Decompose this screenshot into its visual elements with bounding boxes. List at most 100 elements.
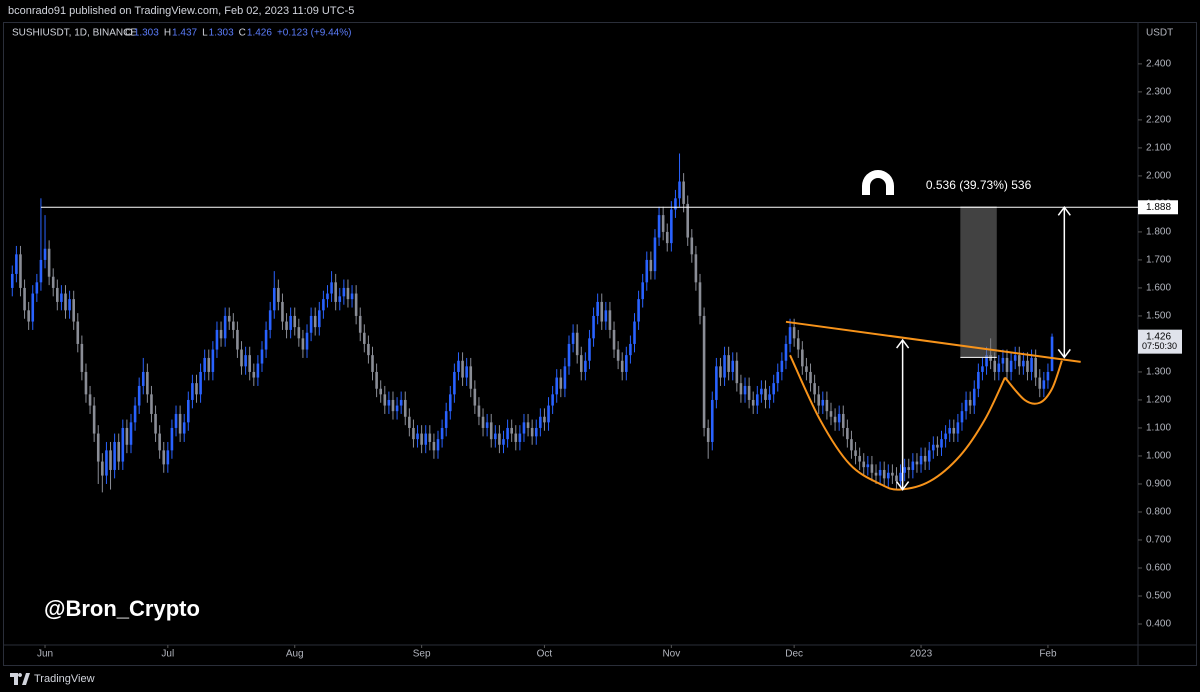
candle-body bbox=[383, 394, 387, 406]
candle-body bbox=[481, 416, 485, 428]
candle-body bbox=[268, 310, 272, 330]
candle-body bbox=[743, 385, 747, 395]
candle-body bbox=[354, 293, 358, 316]
candle-body bbox=[301, 338, 305, 350]
candle-body bbox=[15, 254, 18, 274]
candle-body bbox=[35, 282, 39, 294]
candle-body bbox=[412, 427, 415, 440]
candle-body bbox=[637, 299, 640, 322]
candle-body bbox=[784, 343, 788, 361]
candle-body bbox=[395, 405, 399, 412]
candle-body bbox=[952, 427, 956, 434]
magnet-tip bbox=[886, 195, 894, 201]
candle-body bbox=[919, 455, 923, 465]
candle-body bbox=[981, 366, 984, 372]
candle-body bbox=[473, 388, 477, 406]
candle-body bbox=[440, 427, 444, 440]
candle-body bbox=[543, 416, 546, 423]
candle-body bbox=[882, 469, 886, 479]
candle-body bbox=[219, 329, 223, 339]
candle-body bbox=[829, 411, 833, 417]
candle-body bbox=[760, 388, 763, 395]
candle-body bbox=[956, 422, 960, 434]
candle-body bbox=[559, 377, 563, 389]
y-tick-label: 2.300 bbox=[1146, 87, 1171, 98]
arrow-head bbox=[1057, 206, 1071, 216]
candle-body bbox=[514, 433, 518, 442]
candle-body bbox=[625, 355, 628, 372]
candle-body bbox=[379, 388, 382, 395]
candle-body bbox=[252, 371, 256, 378]
plot: 0.400 0.500 0.600 0.700 0.800 0.900 1.000 1.100… bbox=[10, 59, 1171, 660]
candle-body bbox=[899, 472, 902, 482]
candle-body bbox=[334, 282, 337, 302]
legend-label: C bbox=[239, 28, 246, 39]
candle-body bbox=[133, 405, 137, 423]
candle-body bbox=[1034, 357, 1037, 378]
candle-body bbox=[420, 433, 423, 445]
candle-body bbox=[23, 287, 26, 311]
legend-change: +0.123 (+9.44%) bbox=[277, 28, 352, 39]
magnet-icon bbox=[862, 170, 894, 201]
candle-body bbox=[596, 301, 599, 316]
candle-body bbox=[387, 399, 391, 406]
legend-label: H bbox=[164, 28, 171, 39]
candle-body bbox=[60, 293, 63, 302]
candle-body bbox=[727, 355, 730, 372]
candle-body bbox=[555, 377, 559, 395]
candle-body bbox=[841, 413, 845, 428]
candle-body bbox=[567, 343, 571, 367]
candle-body bbox=[137, 385, 141, 406]
candle-body bbox=[498, 433, 501, 445]
candle-body bbox=[260, 349, 264, 364]
candle-body bbox=[936, 444, 939, 448]
candle-body bbox=[661, 215, 665, 232]
last-price-label: 1.426 bbox=[1146, 331, 1171, 342]
candle-body bbox=[350, 293, 354, 300]
candle-body bbox=[989, 355, 992, 361]
symbol-title: SUSHIUSDT, 1D, BINANCE bbox=[12, 28, 137, 39]
candle-body bbox=[616, 349, 620, 361]
candle-body bbox=[678, 181, 681, 199]
candle-body bbox=[985, 355, 988, 367]
candle-body bbox=[448, 394, 452, 412]
candle-body bbox=[518, 433, 522, 442]
arrow-head bbox=[896, 338, 910, 349]
candle-body bbox=[1038, 377, 1042, 389]
x-tick-label: Dec bbox=[785, 649, 803, 660]
candle-body bbox=[874, 472, 878, 476]
candle-body bbox=[584, 360, 587, 372]
candle-body bbox=[358, 315, 362, 333]
y-tick-label: 1.000 bbox=[1146, 451, 1171, 462]
x-tick-label: Aug bbox=[286, 649, 304, 660]
y-tick-label: 1.800 bbox=[1146, 227, 1171, 238]
candle-body bbox=[649, 259, 653, 272]
candle-body bbox=[223, 315, 227, 339]
candle-body bbox=[203, 357, 206, 372]
candle-body bbox=[964, 399, 968, 412]
candle-body bbox=[465, 366, 468, 378]
candle-body bbox=[670, 209, 673, 244]
candle-body bbox=[604, 310, 608, 322]
candle-body bbox=[903, 467, 906, 473]
candle-body bbox=[281, 301, 284, 322]
last-price-box bbox=[1138, 329, 1182, 354]
y-tick-label: 0.800 bbox=[1146, 507, 1171, 518]
candle-body bbox=[878, 469, 882, 476]
candle-body bbox=[432, 441, 436, 451]
candle-body bbox=[993, 360, 997, 372]
candle-body bbox=[739, 383, 743, 395]
candle-body bbox=[494, 433, 497, 440]
candle-body bbox=[178, 413, 182, 434]
candle-body bbox=[469, 366, 473, 389]
candle-body bbox=[113, 441, 116, 470]
candle-body bbox=[633, 321, 636, 344]
candle-body bbox=[1001, 357, 1005, 364]
candle-body bbox=[600, 301, 604, 322]
candle-body bbox=[563, 366, 567, 389]
candle-body bbox=[416, 433, 419, 440]
candle-body bbox=[403, 399, 407, 417]
candle-body bbox=[248, 355, 252, 372]
candle-body bbox=[166, 450, 170, 465]
candle-body bbox=[690, 237, 694, 255]
